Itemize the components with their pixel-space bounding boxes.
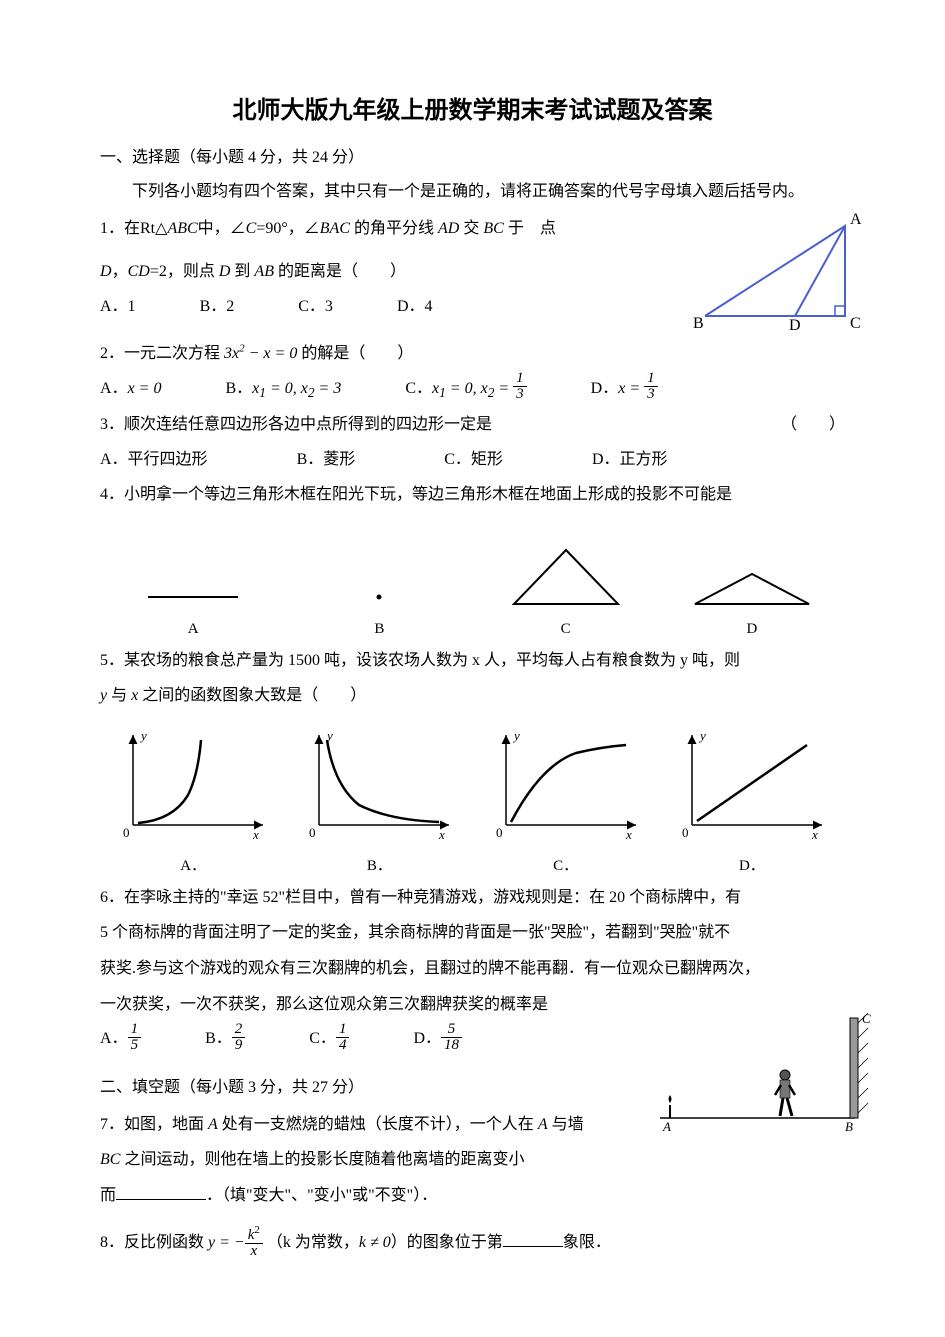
question-8: 8．反比例函数 y = −k2x （k 为常数，k ≠ 0）的图象位于第象限．: [100, 1226, 845, 1260]
svg-text:0: 0: [496, 825, 503, 840]
q1-triangle-figure: A B C D: [675, 206, 875, 336]
q4-fig-a: [100, 542, 286, 617]
q1-opt-a: A．1: [100, 291, 136, 323]
q3-opt-a: A．平行四边形: [100, 444, 208, 476]
q4-fig-d: [659, 542, 845, 617]
svg-text:B: B: [845, 1119, 853, 1134]
q1-opt-c: C．3: [298, 291, 333, 323]
q6-l2: 5 个商标牌的背面注明了一定的奖金，其余商标牌的背面是一张"哭脸"，若翻到"哭脸…: [100, 916, 845, 950]
section1-heading: 一、选择题（每小题 4 分，共 24 分）: [100, 143, 845, 173]
q1-opt-d: D．4: [397, 291, 433, 323]
q6-l3: 获奖.参与这个游戏的观众有三次翻牌的机会，且翻过的牌不能再翻．有一位观众已翻牌两…: [100, 952, 845, 986]
svg-text:y: y: [139, 728, 147, 743]
q3-options: A．平行四边形 B．菱形 C．矩形 D．正方形: [100, 444, 845, 476]
q3-opt-b: B．菱形: [297, 444, 356, 476]
svg-text:A: A: [662, 1119, 671, 1134]
q6-options-row: A．15 B．29 C．14 D．518: [100, 1023, 845, 1055]
question-5-line1: 5．某农场的粮食总产量为 1500 吨，设该农场人数为 x 人，平均每人占有粮食…: [100, 644, 845, 678]
q4-fig-b: [286, 542, 472, 617]
q5-fig-d: 0 x y: [659, 725, 845, 850]
svg-text:A: A: [850, 211, 862, 228]
q5-label-c: C．: [473, 854, 659, 875]
q2-opt-c: C．x1 = 0, x2 = 13: [405, 373, 526, 407]
q7-l3: 而．（填"变大"、"变小"或"不变"）．: [100, 1179, 845, 1213]
q3-opt-c: C．矩形: [444, 444, 503, 476]
q6-opt-c: C．14: [309, 1023, 349, 1055]
question-2: 2．一元二次方程 3x2 − x = 0 的解是（ ）: [100, 337, 845, 371]
question-5-line2: y 与 x 之间的函数图象大致是（ ）: [100, 679, 845, 713]
svg-text:C: C: [850, 315, 861, 332]
q5-labels: A． B． C． D．: [100, 854, 845, 875]
q3-opt-d: D．正方形: [592, 444, 668, 476]
q5-fig-b: 0 x y: [286, 725, 472, 850]
q5-label-a: A．: [100, 854, 286, 875]
q4-label-c: C: [473, 621, 659, 638]
q6-opt-a: A．15: [100, 1023, 141, 1055]
question-3: 3．顺次连结任意四边形各边中点所得到的四边形一定是 （ ）: [100, 408, 845, 442]
question-1: 1．在Rt△ABC中，∠C=90°，∠BAC 的角平分线 AD 交 BC 于 点…: [100, 212, 845, 323]
svg-text:B: B: [693, 315, 704, 332]
q6-l1: 6．在李咏主持的"幸运 52"栏目中，曾有一种竞猜游戏，游戏规则是：在 20 个…: [100, 881, 845, 915]
q5-label-b: B．: [286, 854, 472, 875]
q6-opt-b: B．29: [205, 1023, 245, 1055]
q2-opt-b: B．x1 = 0, x2 = 3: [225, 373, 341, 407]
svg-text:x: x: [811, 827, 818, 842]
svg-text:C: C: [862, 1013, 871, 1026]
q4-figure-row: [100, 542, 845, 617]
svg-text:y: y: [698, 728, 706, 743]
section1-instruction: 下列各小题均有四个答案，其中只有一个是正确的，请将正确答案的代号字母填入题后括号…: [100, 177, 845, 207]
q2-opt-a: A．x = 0: [100, 373, 161, 405]
q7-candle-figure: A B C: [655, 1013, 875, 1143]
q2-options: A．x = 0 B．x1 = 0, x2 = 3 C．x1 = 0, x2 = …: [100, 373, 845, 407]
svg-text:D: D: [789, 317, 801, 334]
q5-label-d: D．: [659, 854, 845, 875]
q4-label-b: B: [286, 621, 472, 638]
svg-text:x: x: [252, 827, 259, 842]
q5-fig-a: 0 x y: [100, 725, 286, 850]
q7-l2: BC 之间运动，则他在墙上的投影长度随着他离墙的距离变小: [100, 1143, 845, 1177]
q4-label-d: D: [659, 621, 845, 638]
q7-blank: [116, 1183, 206, 1200]
svg-text:x: x: [438, 827, 445, 842]
page-title: 北师大版九年级上册数学期末考试试题及答案: [100, 90, 845, 125]
svg-text:0: 0: [682, 825, 689, 840]
q4-label-a: A: [100, 621, 286, 638]
q5-figure-row: 0 x y 0 x y 0 x: [100, 725, 845, 850]
q6-opt-d: D．518: [413, 1023, 462, 1055]
q1-opt-b: B．2: [200, 291, 235, 323]
svg-text:x: x: [625, 827, 632, 842]
q2-opt-d: D．x = 13: [591, 373, 658, 405]
svg-text:0: 0: [309, 825, 316, 840]
q5-fig-c: 0 x y: [473, 725, 659, 850]
svg-text:y: y: [512, 728, 520, 743]
exam-page: 北师大版九年级上册数学期末考试试题及答案 一、选择题（每小题 4 分，共 24 …: [0, 0, 945, 1337]
question-4: 4．小明拿一个等边三角形木框在阳光下玩，等边三角形木框在地面上形成的投影不可能是: [100, 478, 845, 512]
svg-text:0: 0: [123, 825, 130, 840]
q4-fig-c: [473, 542, 659, 617]
q4-labels: A B C D: [100, 621, 845, 638]
svg-text:y: y: [325, 728, 333, 743]
q8-blank: [503, 1230, 563, 1247]
